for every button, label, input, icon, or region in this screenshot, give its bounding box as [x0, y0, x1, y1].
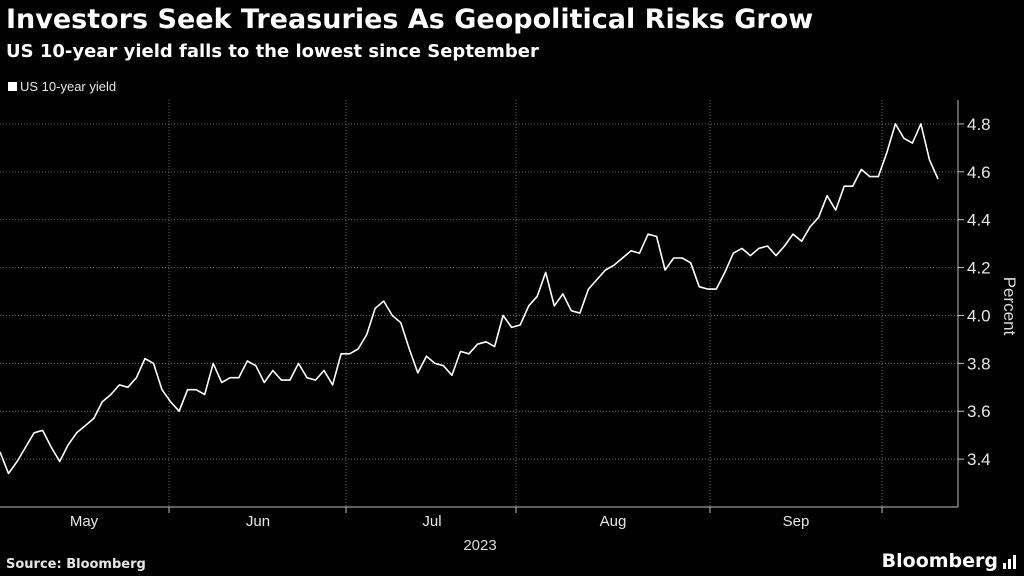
- y-tick-label: 4.6: [967, 163, 991, 182]
- legend-label: US 10-year yield: [20, 79, 117, 94]
- legend-swatch: [8, 82, 17, 91]
- horizontal-gridlines: [0, 123, 964, 460]
- chart-subtitle: US 10-year yield falls to the lowest sin…: [6, 41, 539, 62]
- bloomberg-logo-icon: [1003, 555, 1016, 569]
- y-tick-label: 4.8: [967, 115, 991, 134]
- vertical-gridlines: [168, 100, 883, 507]
- y-axis-label: Percent: [1000, 277, 1019, 336]
- y-tick-label: 3.4: [967, 450, 991, 469]
- axes: [0, 100, 959, 513]
- y-tick-label: 3.8: [967, 354, 991, 373]
- chart-title: Investors Seek Treasuries As Geopolitica…: [6, 4, 814, 35]
- x-tick-label: Sep: [783, 513, 810, 530]
- y-tick-labels: 3.4 3.6 3.8 4.0 4.2 4.4 4.6 4.8: [967, 115, 991, 469]
- x-tick-label: Jun: [246, 513, 270, 530]
- x-tick-labels: May Jun Jul Aug Sep: [70, 513, 810, 530]
- x-tick-label: Jul: [422, 513, 441, 530]
- series-line-us-10-year-yield: [0, 123, 939, 475]
- bloomberg-logo: Bloomberg: [881, 550, 998, 572]
- source-note: Source: Bloomberg: [6, 557, 146, 572]
- y-tick-label: 4.2: [967, 259, 991, 278]
- legend: US 10-year yield: [8, 79, 116, 94]
- y-tick-label: 4.4: [967, 211, 991, 230]
- y-tick-label: 4.0: [967, 306, 991, 325]
- y-tick-label: 3.6: [967, 402, 991, 421]
- x-tick-label: Aug: [600, 513, 627, 530]
- x-tick-label: May: [70, 513, 99, 530]
- x-axis-year-label: 2023: [463, 537, 496, 554]
